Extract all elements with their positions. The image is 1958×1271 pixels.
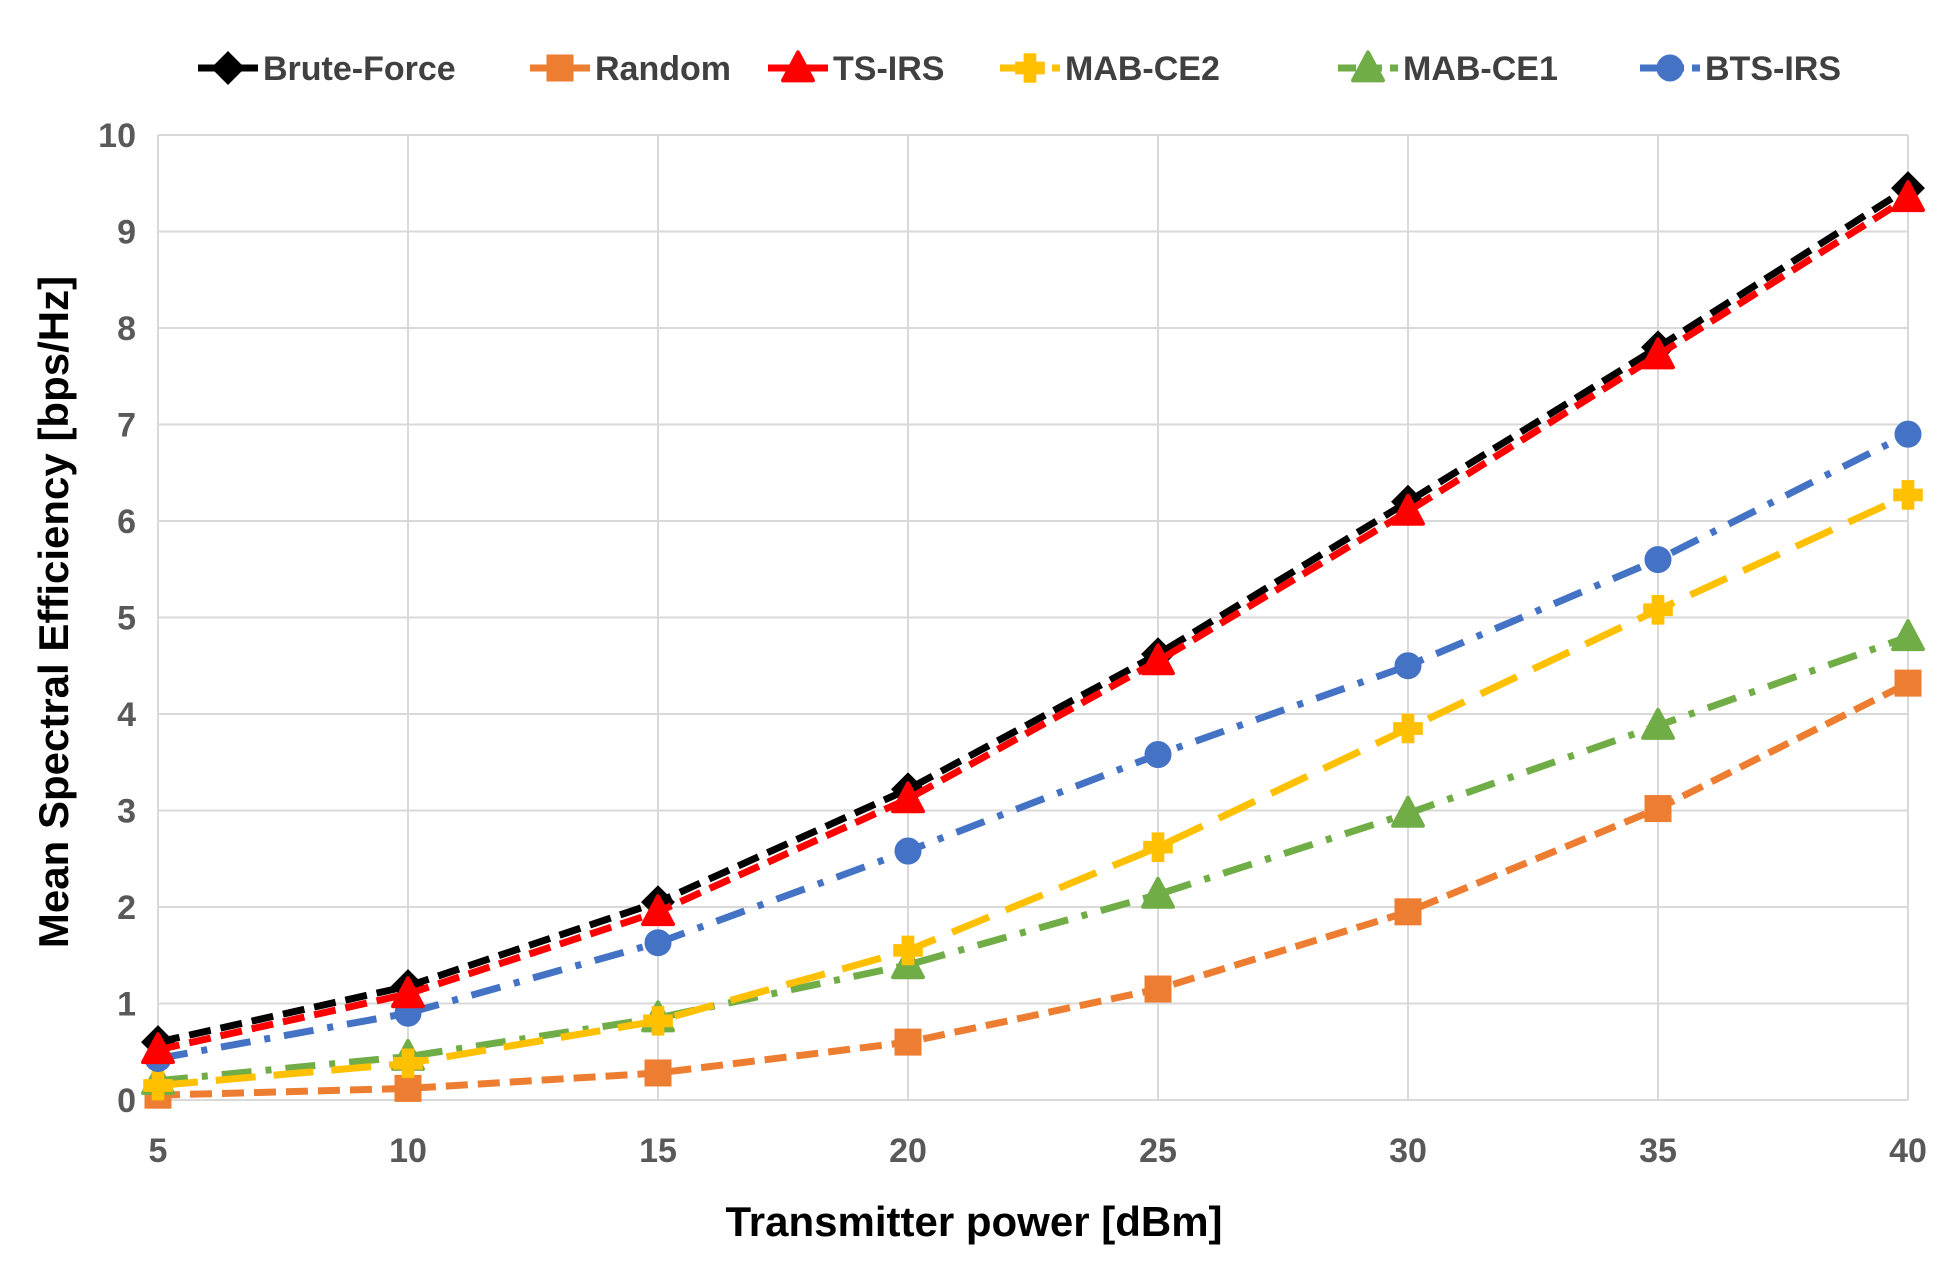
data-point-mab-ce2 [393,1048,423,1079]
x-tick-label: 20 [889,1132,927,1170]
legend-item-random: Random [530,50,731,88]
legend-marker [1351,50,1385,83]
data-point-mab-ce1 [1391,795,1425,828]
data-point-random [1144,975,1172,1003]
data-point-ts-irs [641,894,675,927]
x-axis-title: Transmitter power [dBm] [725,1198,1222,1245]
data-point-random [1394,898,1422,926]
y-axis-title: Mean Spectral Efficiency [bps/Hz] [30,276,77,948]
data-point-bts-irs [1644,546,1672,574]
y-tick-label: 0 [117,1082,136,1120]
data-point-ts-irs [1641,337,1675,370]
x-tick-label: 30 [1389,1132,1427,1170]
data-point-random [394,1074,422,1102]
y-tick-label: 9 [117,214,136,252]
x-tick-label: 25 [1139,1132,1177,1170]
y-axis-ticks: 0 1 2 3 4 5 6 7 8 9 10 [98,117,136,1120]
x-axis-ticks: 5 10 15 20 25 30 35 40 [149,1132,1927,1170]
data-point-bts-irs [1894,420,1922,448]
legend-label: BTS-IRS [1705,50,1841,88]
y-tick-label: 8 [117,310,136,348]
data-point-mab-ce2 [1643,594,1673,625]
data-point-ts-irs [1891,180,1925,213]
y-tick-label: 4 [117,696,136,734]
data-point-mab-ce1 [1141,876,1175,909]
legend-item-mab-ce2: MAB-CE2 [1000,50,1220,88]
series-line-bts-irs [157,431,1910,1062]
legend-marker [781,50,815,83]
legend-item-mab-ce1: MAB-CE1 [1338,50,1558,88]
data-point-mab-ce1 [1641,707,1675,740]
legend-label: Brute-Force [263,50,456,88]
data-point-mab-ce2 [143,1070,173,1101]
data-point-ts-irs [1391,493,1425,526]
legend-label: Random [595,50,731,88]
series-line-mab-ce2 [157,491,1910,1090]
data-point-random [644,1059,672,1087]
x-tick-label: 5 [149,1132,168,1170]
legend-marker [546,54,574,82]
series-random [144,669,1922,1109]
legend-item-ts-irs: TS-IRS [768,50,944,88]
data-point-bts-irs [894,837,922,865]
legend-item-bts-irs: BTS-IRS [1640,50,1841,88]
series-line-random [157,679,1910,1099]
data-point-ts-irs [141,1032,175,1065]
data-point-ts-irs [391,976,425,1009]
data-point-mab-ce2 [1893,480,1923,510]
y-tick-label: 1 [117,986,136,1024]
series-line-brute-force [157,185,1910,1046]
y-tick-label: 6 [117,503,136,541]
data-point-random [1894,669,1922,697]
legend-item-brute-force: Brute-Force [198,50,456,88]
x-tick-label: 40 [1889,1132,1927,1170]
y-tick-label: 2 [117,889,136,927]
legend-marker [1656,54,1684,82]
y-tick-label: 10 [98,117,136,155]
series-ts-irs [141,180,1925,1065]
x-tick-label: 15 [639,1132,677,1170]
legend-marker [1015,53,1045,83]
legend-label: TS-IRS [833,50,944,88]
x-tick-label: 10 [389,1132,427,1170]
y-tick-label: 3 [117,793,136,831]
legend: Brute-Force Random TS-IRS MAB-CE2 MAB-CE1 BTS… [198,50,1841,88]
x-tick-label: 35 [1639,1132,1677,1170]
data-point-mab-ce2 [643,1006,673,1036]
y-tick-label: 7 [117,407,136,445]
data-point-mab-ce1 [1891,619,1925,652]
data-point-bts-irs [1394,652,1422,680]
data-point-mab-ce2 [893,935,923,966]
legend-label: MAB-CE1 [1403,50,1558,88]
data-point-ts-irs [1141,643,1175,676]
data-point-mab-ce2 [1143,832,1173,862]
data-point-random [894,1028,922,1056]
series-line-ts-irs [157,194,1910,1054]
legend-marker [211,51,245,85]
data-point-ts-irs [891,781,925,814]
series-mab-ce2 [143,480,1923,1101]
plot-area [141,171,1925,1109]
data-point-bts-irs [1144,741,1172,769]
y-tick-label: 5 [117,600,136,638]
data-point-mab-ce2 [1393,713,1423,744]
data-point-bts-irs [644,929,672,957]
data-point-random [1644,795,1672,823]
legend-label: MAB-CE2 [1065,50,1220,88]
